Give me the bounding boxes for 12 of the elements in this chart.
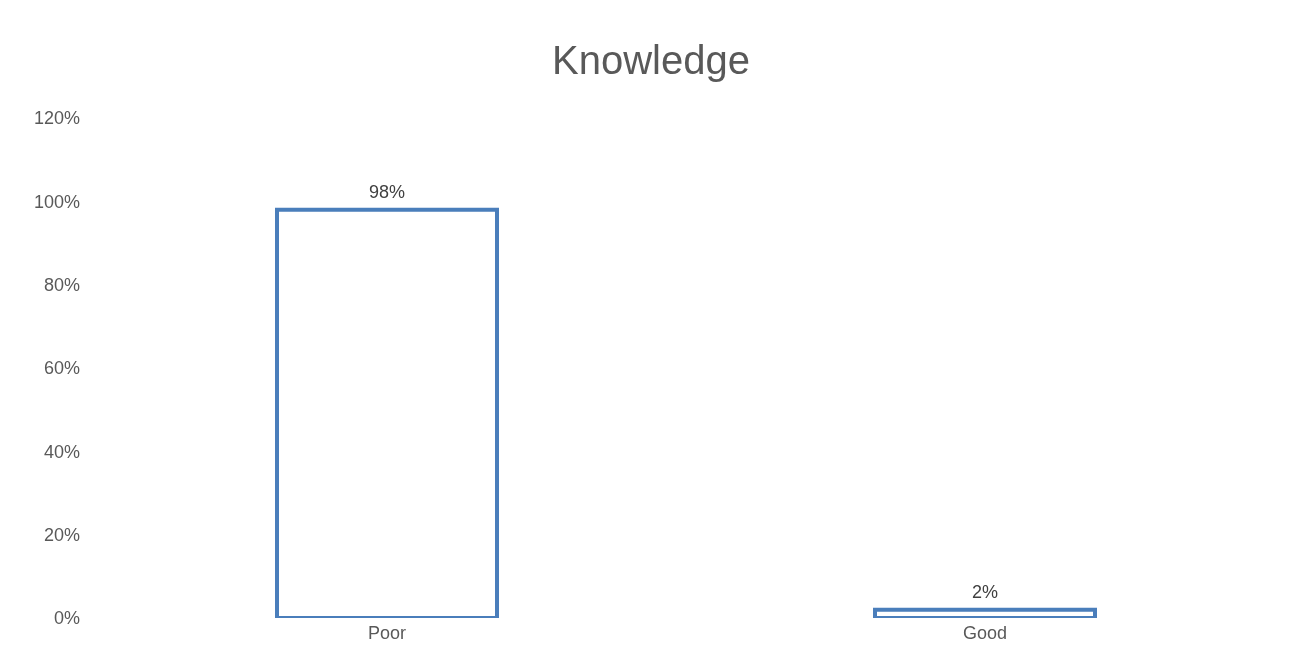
y-tick-label: 80% — [43, 275, 80, 296]
y-tick-label: 120% — [33, 108, 80, 129]
y-tick-label: 0% — [53, 608, 80, 629]
y-tick-label: 100% — [33, 191, 80, 212]
x-tick-label: Good — [962, 622, 1008, 643]
y-tick-label: 20% — [43, 525, 80, 546]
data-label: 2% — [971, 581, 999, 602]
y-tick-label: 60% — [43, 358, 80, 379]
chart-title: Knowledge — [551, 37, 751, 84]
data-label: 98% — [368, 181, 406, 202]
x-tick-label: Poor — [367, 622, 407, 643]
y-tick-label: 40% — [43, 441, 80, 462]
